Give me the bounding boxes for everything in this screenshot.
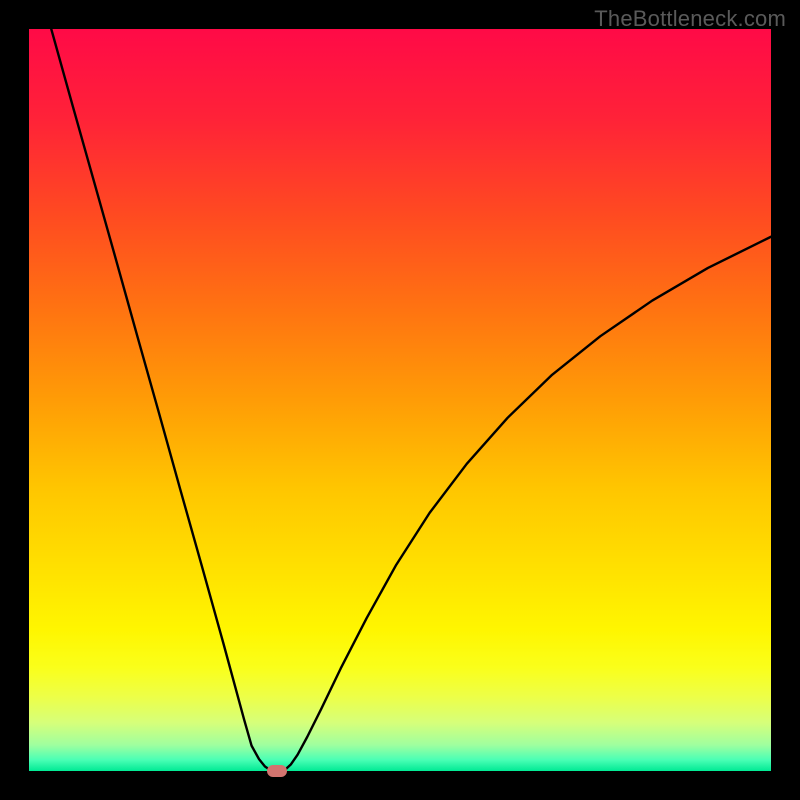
optimal-marker xyxy=(267,765,287,777)
chart-background xyxy=(29,29,771,771)
plot-area xyxy=(29,29,771,771)
chart-svg xyxy=(29,29,771,771)
chart-frame: TheBottleneck.com xyxy=(0,0,800,800)
